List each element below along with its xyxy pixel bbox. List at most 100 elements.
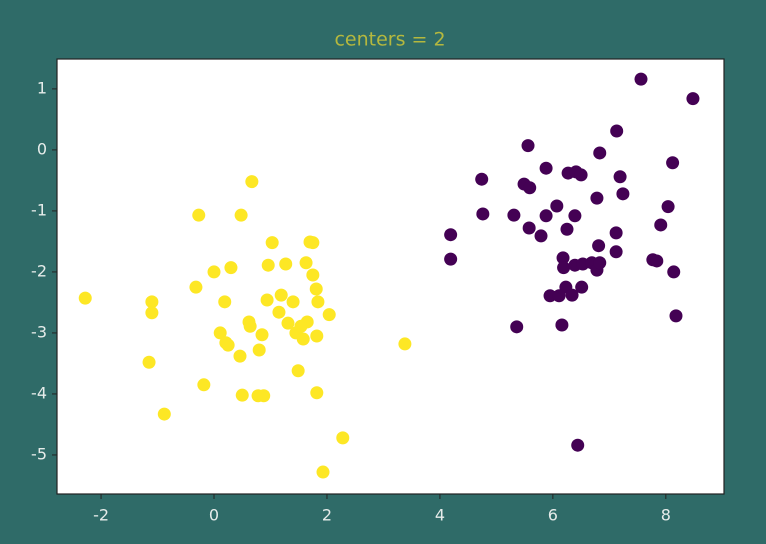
x-tick-label: 4 bbox=[435, 506, 445, 525]
point bbox=[522, 221, 536, 235]
point bbox=[556, 251, 570, 265]
point bbox=[279, 257, 293, 271]
y-tick-label: -3 bbox=[31, 322, 47, 341]
point bbox=[78, 291, 92, 305]
point bbox=[444, 252, 458, 266]
point bbox=[593, 256, 607, 270]
point bbox=[565, 288, 579, 302]
point bbox=[260, 293, 274, 307]
point bbox=[310, 329, 324, 343]
point bbox=[294, 319, 308, 333]
y-tick-label: 0 bbox=[37, 139, 47, 158]
point bbox=[316, 465, 330, 479]
x-tick-label: 8 bbox=[661, 506, 671, 525]
axes-frame bbox=[56, 58, 725, 495]
x-tick-label: 2 bbox=[322, 506, 332, 525]
point bbox=[539, 209, 553, 223]
point bbox=[560, 222, 574, 236]
point bbox=[257, 389, 271, 403]
point bbox=[274, 288, 288, 302]
point bbox=[213, 326, 227, 340]
point bbox=[476, 207, 490, 221]
point bbox=[650, 254, 664, 268]
point bbox=[661, 200, 675, 214]
x-tick-label: 0 bbox=[209, 506, 219, 525]
point bbox=[609, 245, 623, 259]
point bbox=[142, 355, 156, 369]
plot-area bbox=[57, 59, 724, 494]
point bbox=[686, 92, 700, 106]
point bbox=[590, 191, 604, 205]
point bbox=[234, 208, 248, 222]
point bbox=[309, 282, 323, 296]
point bbox=[306, 236, 320, 250]
point bbox=[475, 172, 489, 186]
point bbox=[306, 268, 320, 282]
point bbox=[398, 337, 412, 351]
point bbox=[669, 309, 683, 323]
point bbox=[255, 328, 269, 342]
point bbox=[666, 156, 680, 170]
point bbox=[145, 295, 159, 309]
point bbox=[243, 319, 257, 333]
point bbox=[507, 208, 521, 222]
y-tick-label: 1 bbox=[37, 78, 47, 97]
point bbox=[192, 208, 206, 222]
point bbox=[574, 168, 588, 182]
point bbox=[286, 295, 300, 309]
point bbox=[555, 318, 569, 332]
point bbox=[145, 306, 159, 320]
point bbox=[272, 305, 286, 319]
point bbox=[613, 170, 627, 184]
y-tick-label: -4 bbox=[31, 383, 47, 402]
point bbox=[336, 431, 350, 445]
point bbox=[296, 332, 310, 346]
point bbox=[281, 316, 295, 330]
point bbox=[609, 226, 623, 240]
point bbox=[311, 295, 325, 309]
point bbox=[245, 175, 259, 189]
point bbox=[571, 438, 585, 452]
point bbox=[265, 236, 279, 250]
point bbox=[523, 181, 537, 195]
point bbox=[667, 265, 681, 279]
point bbox=[550, 199, 564, 213]
y-tick-label: -2 bbox=[31, 261, 47, 280]
point bbox=[299, 256, 313, 270]
point bbox=[157, 407, 171, 421]
point bbox=[510, 320, 524, 334]
point bbox=[261, 258, 275, 272]
point bbox=[207, 265, 221, 279]
x-tick-label: -2 bbox=[93, 506, 109, 525]
point bbox=[592, 239, 606, 253]
point bbox=[189, 280, 203, 294]
point bbox=[654, 218, 668, 232]
point bbox=[593, 146, 607, 160]
point bbox=[543, 289, 557, 303]
point bbox=[634, 72, 648, 86]
chart-title: centers = 2 bbox=[334, 29, 445, 51]
point bbox=[310, 386, 324, 400]
point bbox=[610, 124, 624, 138]
point bbox=[521, 139, 535, 153]
point bbox=[252, 343, 266, 357]
point bbox=[557, 261, 571, 275]
point bbox=[224, 261, 238, 275]
point bbox=[539, 161, 553, 175]
point bbox=[235, 388, 249, 402]
point bbox=[616, 187, 630, 201]
point bbox=[444, 228, 458, 242]
y-tick-label: -5 bbox=[31, 444, 47, 463]
point bbox=[568, 209, 582, 223]
point bbox=[291, 364, 305, 378]
point bbox=[534, 229, 548, 243]
x-tick-label: 6 bbox=[548, 506, 558, 525]
y-tick-label: -1 bbox=[31, 200, 47, 219]
point bbox=[218, 295, 232, 309]
point bbox=[197, 378, 211, 392]
point bbox=[552, 289, 566, 303]
point bbox=[221, 338, 235, 352]
point bbox=[322, 308, 336, 322]
point bbox=[575, 280, 589, 294]
